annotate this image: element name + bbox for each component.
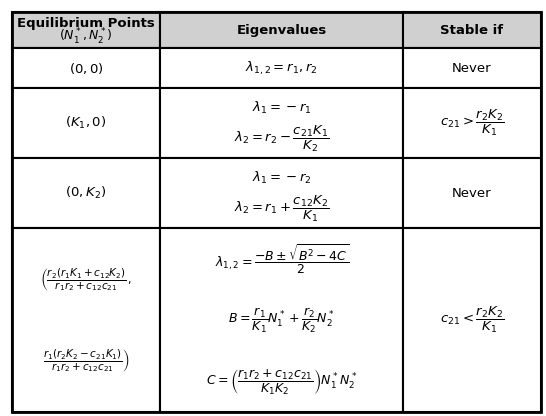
Text: $c_{21} > \dfrac{r_2 K_2}{K_1}$: $c_{21} > \dfrac{r_2 K_2}{K_1}$: [440, 108, 504, 139]
Text: $(N_1^*, N_2^*)$: $(N_1^*, N_2^*)$: [59, 27, 113, 47]
Text: $\left(\dfrac{r_2(r_1 K_1+c_{12}K_2)}{r_1 r_2 + c_{12}c_{21}}\,,\right.$: $\left(\dfrac{r_2(r_1 K_1+c_{12}K_2)}{r_…: [40, 266, 132, 293]
Text: $\lambda_1 = -r_2$: $\lambda_1 = -r_2$: [252, 170, 311, 186]
Bar: [12, 158, 160, 228]
Bar: [403, 48, 541, 88]
Bar: [160, 48, 403, 88]
Bar: [12, 228, 160, 412]
Text: $c_{21} < \dfrac{r_2 K_2}{K_1}$: $c_{21} < \dfrac{r_2 K_2}{K_1}$: [440, 305, 504, 335]
Bar: [160, 12, 403, 48]
Bar: [403, 12, 541, 48]
Text: Never: Never: [452, 62, 492, 75]
Text: $C = \left(\dfrac{r_1 r_2 + c_{12}c_{21}}{K_1 K_2}\right)N_1^* N_2^*$: $C = \left(\dfrac{r_1 r_2 + c_{12}c_{21}…: [206, 368, 357, 397]
Text: $\lambda_2 = r_1 + \dfrac{c_{12}K_2}{K_1}$: $\lambda_2 = r_1 + \dfrac{c_{12}K_2}{K_1…: [234, 193, 329, 224]
Text: $\lambda_2 = r_2 - \dfrac{c_{21}K_1}{K_2}$: $\lambda_2 = r_2 - \dfrac{c_{21}K_1}{K_2…: [234, 124, 329, 154]
Text: $(0, K_2)$: $(0, K_2)$: [66, 185, 106, 201]
Text: $\lambda_{1,2} = \dfrac{-B \pm \sqrt{B^2 - 4C}}{2}$: $\lambda_{1,2} = \dfrac{-B \pm \sqrt{B^2…: [215, 243, 348, 276]
Bar: [160, 228, 403, 412]
Bar: [160, 88, 403, 158]
Text: Equilibrium Points: Equilibrium Points: [17, 17, 155, 30]
Text: $\left.\dfrac{r_1(r_2 K_2 - c_{21}K_1)}{r_1 r_2 + c_{12}c_{21}}\right)$: $\left.\dfrac{r_1(r_2 K_2 - c_{21}K_1)}{…: [43, 347, 129, 374]
Text: $\lambda_1 = -r_1$: $\lambda_1 = -r_1$: [252, 100, 311, 116]
Text: $(0,0)$: $(0,0)$: [69, 61, 103, 76]
Bar: [12, 88, 160, 158]
Text: $(K_1, 0)$: $(K_1, 0)$: [66, 115, 106, 131]
Text: Eigenvalues: Eigenvalues: [236, 24, 327, 37]
Text: Never: Never: [452, 187, 492, 200]
Text: $B = \dfrac{r_1}{K_1}N_1^* + \dfrac{r_2}{K_2}N_2^*$: $B = \dfrac{r_1}{K_1}N_1^* + \dfrac{r_2}…: [228, 305, 335, 334]
Bar: [160, 158, 403, 228]
Bar: [12, 48, 160, 88]
Text: $\lambda_{1,2} = r_1, r_2$: $\lambda_{1,2} = r_1, r_2$: [245, 59, 318, 77]
Bar: [12, 12, 160, 48]
Bar: [403, 228, 541, 412]
Bar: [403, 88, 541, 158]
Bar: [403, 158, 541, 228]
Text: Stable if: Stable if: [440, 24, 503, 37]
